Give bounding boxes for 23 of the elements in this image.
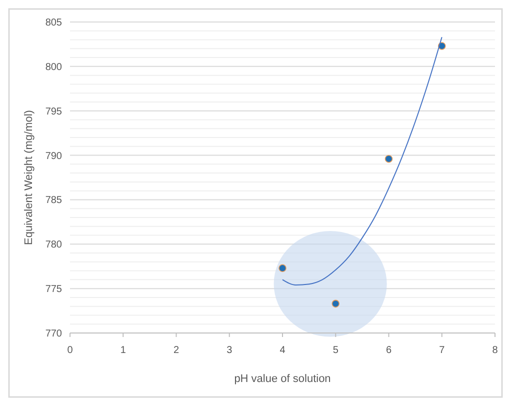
y-tick-label: 770 bbox=[45, 328, 62, 340]
y-tick-label: 800 bbox=[45, 62, 62, 73]
x-tick-label: 2 bbox=[173, 345, 180, 356]
x-axis-title: pH value of solution bbox=[234, 373, 331, 385]
x-tick-label: 7 bbox=[439, 345, 446, 356]
line-series bbox=[282, 36, 442, 286]
x-tick-label: 1 bbox=[120, 345, 126, 356]
x-tick-label: 3 bbox=[226, 345, 233, 356]
y-tick-label: 780 bbox=[45, 240, 62, 251]
x-tick-label: 8 bbox=[492, 345, 498, 356]
y-tick-label: 795 bbox=[45, 106, 62, 118]
x-tick-label: 0 bbox=[67, 345, 74, 356]
x-tick-label: 6 bbox=[386, 345, 392, 356]
point bbox=[384, 154, 393, 163]
point bbox=[332, 300, 340, 308]
point bbox=[278, 264, 286, 272]
y-tick-label: 785 bbox=[45, 195, 62, 206]
y-axis-title: Equivalent Weight (mg/mol) bbox=[23, 110, 35, 245]
y-tick-label: 805 bbox=[45, 18, 62, 28]
y-tick-label: 790 bbox=[45, 150, 62, 162]
x-tick-label: 4 bbox=[280, 345, 286, 356]
y-tick-label: 775 bbox=[45, 284, 62, 296]
x-tick-label: 5 bbox=[332, 345, 339, 356]
